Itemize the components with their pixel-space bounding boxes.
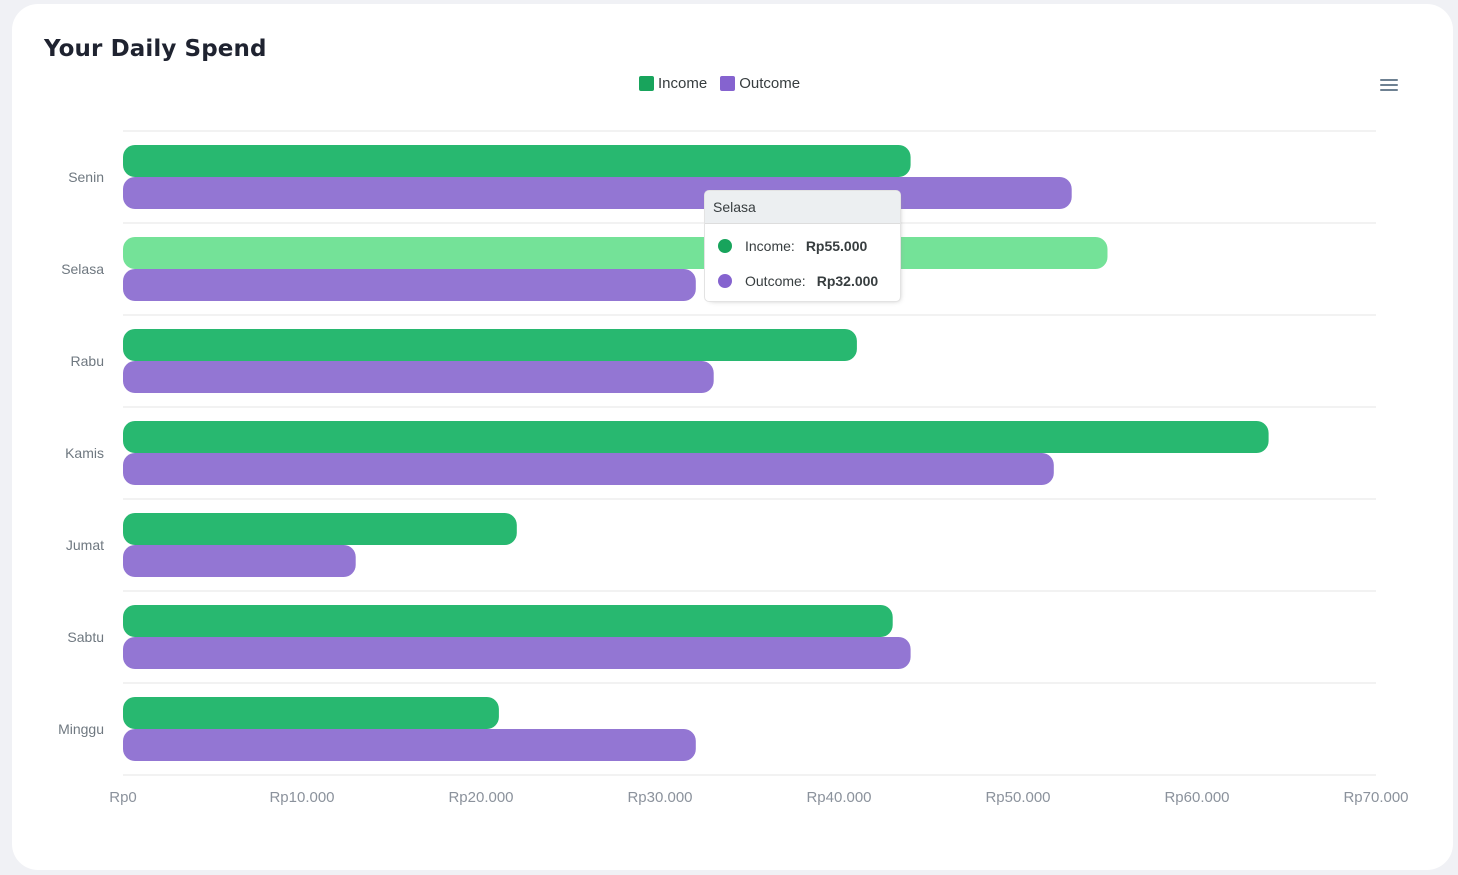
outcome-bar: [123, 269, 696, 301]
category-label: Senin: [68, 169, 104, 185]
legend-income-label: Income: [658, 75, 708, 92]
category-label: Minggu: [58, 721, 104, 737]
income-bar: [123, 237, 1108, 269]
outcome-dot-icon: [718, 273, 732, 288]
x-tick-label: Rp30.000: [627, 789, 692, 806]
outcome-bar: [123, 177, 1072, 209]
category-label: Jumat: [66, 537, 104, 553]
income-dot-icon: [718, 238, 732, 253]
tooltip-outcome-value: Rp32.000: [816, 272, 879, 289]
legend-item-outcome[interactable]: Outcome: [720, 75, 800, 92]
income-bar: [123, 421, 1269, 453]
tooltip-outcome-label: Outcome:: [745, 272, 806, 289]
category-label: Selasa: [61, 261, 104, 277]
chart-title: Your Daily Spend: [44, 36, 267, 62]
x-tick-label: Rp60.000: [1164, 789, 1229, 806]
tooltip-row-outcome: Outcome: Rp32.000: [705, 263, 900, 298]
outcome-bar: [123, 453, 1054, 485]
income-swatch-icon: [639, 76, 654, 91]
tooltip-income-label: Income:: [745, 237, 795, 254]
chart-legend: Income Outcome: [639, 75, 800, 92]
income-bar: [123, 605, 893, 637]
outcome-bar: [123, 361, 714, 393]
legend-outcome-label: Outcome: [739, 75, 801, 92]
x-tick-label: Rp0: [109, 789, 137, 806]
income-bar: [123, 329, 857, 361]
income-bar: [123, 697, 499, 729]
tooltip-title: Selasa: [705, 191, 900, 224]
outcome-swatch-icon: [720, 76, 736, 91]
tooltip-row-income: Income: Rp55.000: [705, 228, 900, 263]
tooltip-income-value: Rp55.000: [805, 237, 868, 254]
x-tick-label: Rp50.000: [985, 789, 1050, 806]
outcome-bar: [123, 545, 356, 577]
category-label: Kamis: [65, 445, 104, 461]
category-label: Rabu: [71, 353, 104, 369]
outcome-bar: [123, 637, 911, 669]
outcome-bar: [123, 729, 696, 761]
legend-item-income[interactable]: Income: [639, 75, 707, 92]
income-bar: [123, 145, 911, 177]
hamburger-menu-icon[interactable]: [1378, 76, 1400, 94]
x-tick-label: Rp10.000: [269, 789, 334, 806]
category-label: Sabtu: [67, 629, 104, 645]
x-tick-label: Rp40.000: [806, 789, 871, 806]
x-tick-label: Rp70.000: [1343, 789, 1408, 806]
income-bar: [123, 513, 517, 545]
chart-tooltip: Selasa Income: Rp55.000 Outcome: Rp32.00…: [704, 190, 901, 302]
x-tick-label: Rp20.000: [448, 789, 513, 806]
